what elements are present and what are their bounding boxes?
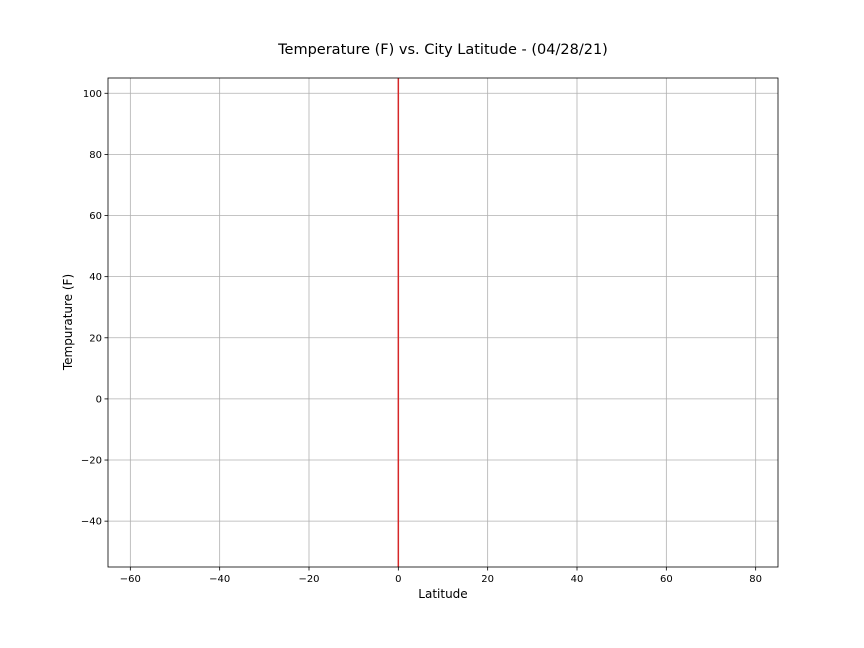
y-tick-label: −20 [81,456,102,467]
plot-frame [107,77,779,568]
x-tick-label: 0 [395,574,401,585]
x-tick-label: 80 [749,574,762,585]
x-axis-label: Latitude [418,587,467,601]
grid [108,78,778,567]
y-axis-label: Tempurature (F) [61,274,75,371]
x-tick-label: −20 [298,574,319,585]
x-tick-label: 20 [481,574,494,585]
y-tick-label: 20 [89,333,102,344]
ticks: −60 −40 −20 0 20 40 60 80 −40 −20 0 20 40 60 80 100 [81,89,762,585]
x-tick-label: 40 [571,574,584,585]
y-tick-label: 0 [96,394,102,405]
chart-title: Temperature (F) vs. City Latitude - (04/… [277,42,608,58]
y-tick-label: −40 [81,517,102,528]
y-tick-label: 60 [89,211,102,222]
x-tick-label: −40 [209,574,230,585]
y-tick-label: 100 [83,89,102,100]
y-tick-label: 80 [89,150,102,161]
x-tick-label: −60 [120,574,141,585]
y-tick-label: 40 [89,272,102,283]
x-tick-label: 60 [660,574,673,585]
